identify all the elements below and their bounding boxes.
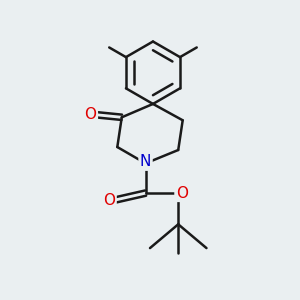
Text: O: O — [176, 186, 188, 201]
Text: N: N — [140, 154, 151, 169]
Text: O: O — [85, 107, 97, 122]
Text: O: O — [103, 193, 115, 208]
